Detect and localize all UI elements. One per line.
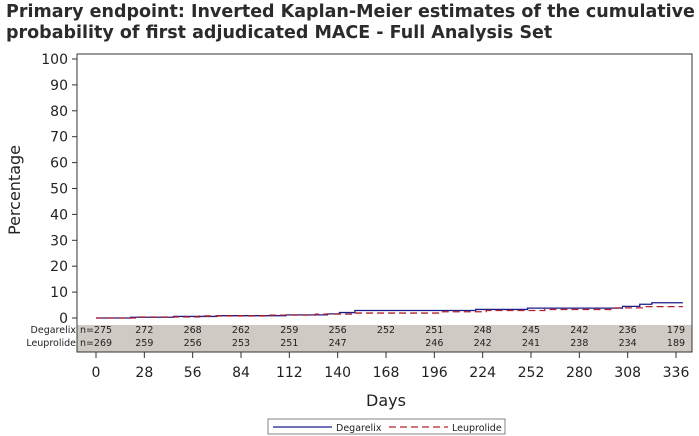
- at-risk-value: 259: [135, 338, 153, 349]
- x-tick-label: 308: [614, 365, 641, 381]
- x-tick-label: 252: [518, 365, 545, 381]
- series-line-degarelix: [96, 302, 683, 319]
- y-tick-label: 30: [50, 233, 68, 249]
- at-risk-value: 256: [184, 338, 202, 349]
- legend-label-leuprolide: Leuprolide: [452, 423, 502, 434]
- y-tick-label: 60: [50, 156, 68, 172]
- at-risk-value: 236: [619, 325, 637, 336]
- at-risk-value: 256: [329, 325, 347, 336]
- at-risk-value: 189: [667, 338, 685, 349]
- plot-frame: [76, 53, 693, 353]
- at-risk-value: 259: [280, 325, 298, 336]
- legend-box: [267, 418, 506, 435]
- y-tick-label: 10: [50, 285, 68, 301]
- at-risk-value: 242: [474, 338, 492, 349]
- y-tick-label: 50: [50, 182, 68, 198]
- at-risk-value: n=269: [80, 338, 112, 349]
- at-risk-value: 272: [135, 325, 153, 336]
- at-risk-row-label: Degarelix: [31, 325, 77, 336]
- x-tick-label: 196: [421, 365, 448, 381]
- y-tick-label: 80: [50, 104, 68, 120]
- chart-title-line-2: probability of first adjudicated MACE - …: [6, 23, 553, 43]
- x-tick-label: 56: [184, 365, 202, 381]
- x-tick-label: 0: [92, 365, 101, 381]
- at-risk-value: 238: [570, 338, 588, 349]
- y-tick-label: 40: [50, 207, 68, 223]
- at-risk-table-band: [77, 325, 692, 352]
- at-risk-value: n=275: [80, 325, 112, 336]
- legend: Degarelix Leuprolide: [267, 418, 506, 435]
- x-tick-label: 140: [324, 365, 351, 381]
- x-tick-label: 280: [566, 365, 593, 381]
- y-tick-label: 20: [50, 259, 68, 275]
- x-axis: 0 28 56 84 112 140 168 196 224 252 280 308 336: [92, 352, 690, 381]
- y-tick-label: 0: [59, 311, 68, 327]
- y-tick-label: 100: [41, 52, 68, 68]
- at-risk-value: 179: [667, 325, 685, 336]
- at-risk-table: Degarelix n=275 272 268 262 259 256 252 251 248 24…: [26, 325, 685, 349]
- y-tick-label: 70: [50, 130, 68, 146]
- series-line-leuprolide: [96, 305, 683, 319]
- at-risk-value: 268: [184, 325, 202, 336]
- chart-title: Primary endpoint: Inverted Kaplan-Meier …: [6, 2, 696, 44]
- y-axis-label: Percentage: [5, 145, 24, 235]
- at-risk-value: 245: [522, 325, 540, 336]
- legend-label-degarelix: Degarelix: [336, 423, 382, 434]
- at-risk-value: 248: [474, 325, 492, 336]
- y-tick-label: 90: [50, 78, 68, 94]
- x-tick-label: 336: [663, 365, 690, 381]
- x-tick-label: 224: [469, 365, 496, 381]
- at-risk-value: 251: [280, 338, 298, 349]
- at-risk-value: 252: [377, 325, 395, 336]
- survival-curves: [96, 302, 683, 319]
- at-risk-value: 241: [522, 338, 540, 349]
- at-risk-value: 242: [570, 325, 588, 336]
- at-risk-row-label: Leuprolide: [26, 338, 76, 349]
- y-axis: 0 10 20 30 40 50 60 70 80 90 100: [41, 52, 77, 327]
- at-risk-value: 251: [425, 325, 443, 336]
- chart-title-line-1: Primary endpoint: Inverted Kaplan-Meier …: [6, 2, 695, 22]
- x-axis-label: Days: [366, 391, 406, 410]
- at-risk-value: 234: [619, 338, 637, 349]
- x-tick-label: 112: [276, 365, 303, 381]
- x-tick-label: 168: [373, 365, 400, 381]
- x-tick-label: 28: [135, 365, 153, 381]
- x-tick-label: 84: [232, 365, 250, 381]
- at-risk-value: 247: [329, 338, 347, 349]
- at-risk-value: 262: [232, 325, 250, 336]
- at-risk-value: 253: [232, 338, 250, 349]
- at-risk-value: 246: [425, 338, 443, 349]
